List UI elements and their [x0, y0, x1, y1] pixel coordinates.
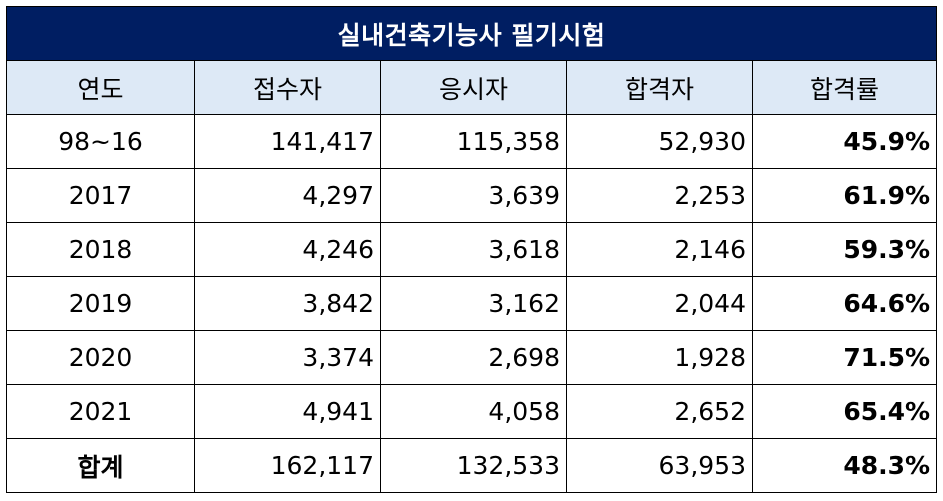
applicants-cell: 4,297 — [194, 168, 381, 223]
year-cell: 2021 — [6, 384, 195, 439]
examinees-cell: 3,618 — [380, 222, 567, 277]
applicants-cell: 141,417 — [194, 114, 381, 169]
pass-rate-cell: 59.3% — [751, 222, 938, 277]
table-row: 2020 3,374 2,698 1,928 71.5% — [6, 330, 938, 385]
table-row: 98~16 141,417 115,358 52,930 45.9% — [6, 114, 938, 169]
passers-cell: 2,146 — [566, 222, 753, 277]
examinees-cell: 2,698 — [380, 330, 567, 385]
pass-rate-cell: 65.4% — [751, 384, 938, 439]
passers-cell: 1,928 — [566, 330, 753, 385]
examinees-cell: 3,639 — [380, 168, 567, 223]
applicants-cell: 4,941 — [194, 384, 381, 439]
year-cell: 2019 — [6, 276, 195, 331]
pass-rate-cell: 61.9% — [751, 168, 938, 223]
table-row: 2021 4,941 4,058 2,652 65.4% — [6, 384, 938, 439]
applicants-cell: 4,246 — [194, 222, 381, 277]
pass-rate-cell: 45.9% — [751, 114, 938, 169]
total-pass-rate-cell: 48.3% — [751, 438, 938, 493]
applicants-cell: 3,842 — [194, 276, 381, 331]
total-applicants-cell: 162,117 — [194, 438, 381, 493]
header-examinees: 응시자 — [380, 60, 567, 115]
table-title-row: 실내건축기능사 필기시험 — [5, 6, 938, 61]
passers-cell: 2,253 — [566, 168, 753, 223]
pass-rate-cell: 71.5% — [751, 330, 938, 385]
year-cell: 98~16 — [6, 114, 195, 169]
examinees-cell: 3,162 — [380, 276, 567, 331]
header-pass-rate: 합격률 — [751, 60, 938, 115]
exam-statistics-table: 실내건축기능사 필기시험 연도 접수자 응시자 합격자 합격률 98~16 14… — [5, 6, 938, 493]
year-cell: 2017 — [6, 168, 195, 223]
applicants-cell: 3,374 — [194, 330, 381, 385]
total-passers-cell: 63,953 — [566, 438, 753, 493]
total-row: 합계 162,117 132,533 63,953 48.3% — [6, 438, 938, 493]
total-label: 합계 — [6, 438, 195, 493]
examinees-cell: 115,358 — [380, 114, 567, 169]
year-cell: 2018 — [6, 222, 195, 277]
header-applicants: 접수자 — [194, 60, 381, 115]
total-examinees-cell: 132,533 — [380, 438, 567, 493]
year-cell: 2020 — [6, 330, 195, 385]
header-year: 연도 — [6, 60, 195, 115]
passers-cell: 2,652 — [566, 384, 753, 439]
passers-cell: 2,044 — [566, 276, 753, 331]
table-row: 2019 3,842 3,162 2,044 64.6% — [6, 276, 938, 331]
table-header-row: 연도 접수자 응시자 합격자 합격률 — [6, 60, 938, 115]
pass-rate-cell: 64.6% — [751, 276, 938, 331]
table-row: 2017 4,297 3,639 2,253 61.9% — [6, 168, 938, 223]
header-passers: 합격자 — [566, 60, 753, 115]
table-title: 실내건축기능사 필기시험 — [5, 6, 938, 61]
table-row: 2018 4,246 3,618 2,146 59.3% — [6, 222, 938, 277]
passers-cell: 52,930 — [566, 114, 753, 169]
examinees-cell: 4,058 — [380, 384, 567, 439]
